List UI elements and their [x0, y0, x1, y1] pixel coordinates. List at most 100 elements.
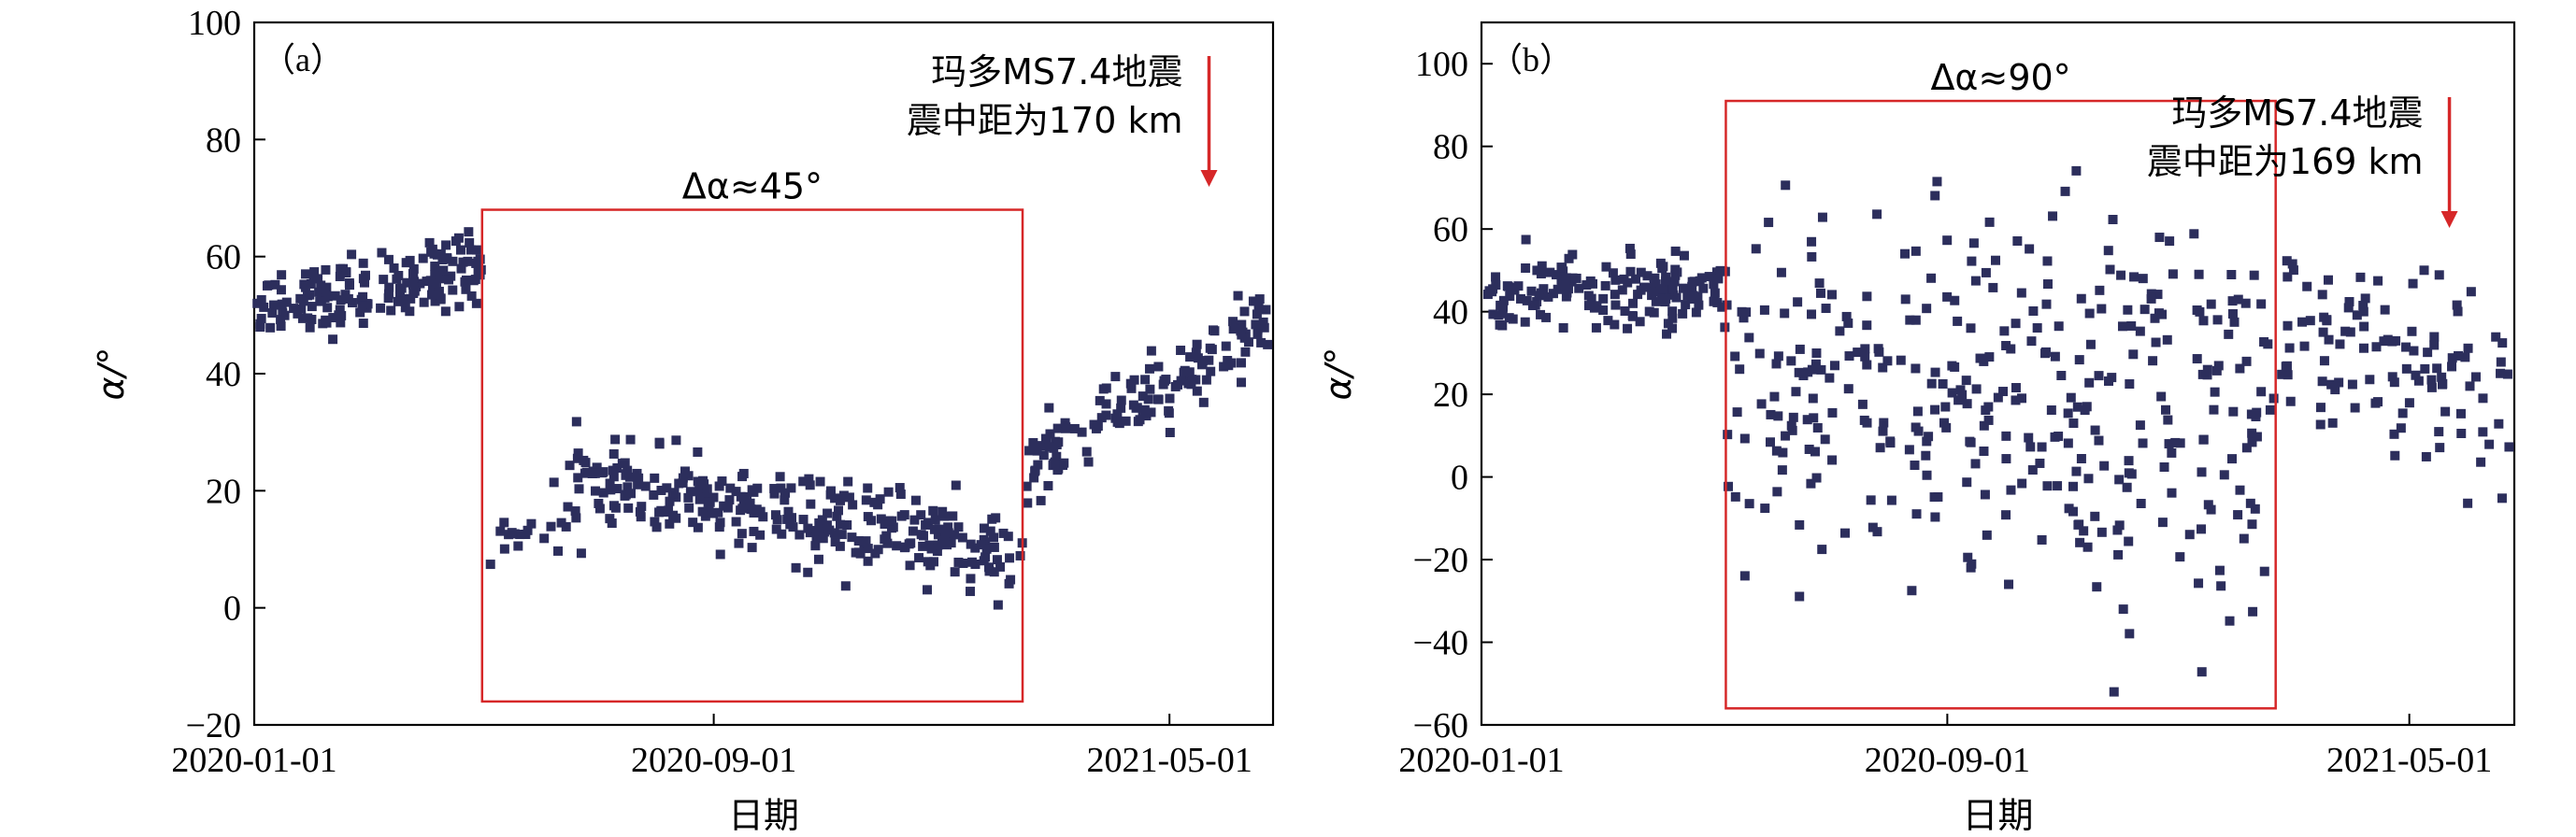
- data-point: [2434, 427, 2444, 437]
- data-point: [2373, 276, 2383, 286]
- data-point: [468, 276, 479, 286]
- panel-label: （a）: [262, 41, 344, 78]
- data-point: [895, 489, 906, 500]
- data-point: [556, 518, 566, 528]
- data-point: [1922, 470, 1932, 480]
- data-point: [1603, 316, 1613, 326]
- data-point: [466, 291, 477, 301]
- data-point: [1844, 351, 1854, 362]
- data-point: [2167, 488, 2177, 498]
- data-point: [2214, 565, 2225, 575]
- data-point: [1237, 377, 1247, 388]
- data-point: [1942, 291, 1953, 302]
- data-point: [624, 472, 635, 482]
- data-point: [1201, 375, 1211, 385]
- data-point: [842, 520, 852, 531]
- data-point: [2315, 403, 2326, 413]
- data-point: [1786, 420, 1796, 431]
- data-point: [608, 465, 618, 475]
- data-point: [1983, 402, 1994, 412]
- data-point: [330, 291, 340, 301]
- data-point: [2299, 341, 2310, 351]
- data-point: [2365, 375, 2375, 385]
- data-point: [859, 543, 869, 553]
- data-point: [269, 300, 279, 310]
- data-point: [933, 540, 943, 550]
- data-point: [2112, 525, 2123, 535]
- data-point: [2315, 419, 2326, 430]
- data-point: [1655, 258, 1666, 268]
- data-point: [394, 290, 405, 300]
- data-point: [376, 303, 386, 313]
- data-point: [966, 539, 976, 549]
- data-point: [752, 483, 763, 493]
- data-point: [671, 435, 681, 446]
- data-point: [1197, 356, 1208, 366]
- data-point: [267, 307, 278, 318]
- data-point: [758, 512, 768, 522]
- data-point: [1044, 442, 1054, 452]
- data-point: [1769, 391, 1780, 402]
- data-point: [1560, 282, 1570, 292]
- data-point: [1827, 407, 1838, 418]
- data-point: [471, 298, 481, 308]
- data-point: [1698, 283, 1709, 293]
- data-point: [1192, 386, 1202, 396]
- data-point: [1003, 532, 1013, 542]
- data-point: [1781, 431, 1791, 441]
- data-point: [472, 245, 482, 255]
- data-point: [2025, 442, 2036, 452]
- data-point: [1806, 478, 1816, 489]
- data-point: [431, 278, 441, 289]
- data-point: [277, 270, 287, 280]
- data-point: [1771, 359, 1782, 369]
- data-point: [2066, 392, 2076, 403]
- data-point: [1885, 438, 1896, 448]
- data-point: [2189, 229, 2199, 239]
- data-point: [811, 526, 822, 536]
- data-point: [697, 506, 708, 517]
- data-point: [777, 529, 787, 539]
- data-point: [297, 313, 308, 323]
- data-point: [355, 307, 365, 318]
- data-point: [2397, 408, 2408, 418]
- data-point: [293, 308, 303, 319]
- data-point: [2040, 348, 2051, 359]
- data-point: [2408, 278, 2418, 289]
- data-point: [2154, 308, 2164, 319]
- data-point: [1258, 317, 1268, 327]
- data-point: [1930, 367, 1940, 377]
- data-point: [2135, 420, 2145, 431]
- data-point: [1044, 403, 1054, 413]
- data-point: [2470, 372, 2481, 382]
- data-point: [2233, 510, 2243, 520]
- data-point: [921, 519, 931, 530]
- data-point: [714, 481, 724, 491]
- data-point: [825, 489, 836, 500]
- data-point: [299, 279, 309, 290]
- data-point: [884, 516, 894, 526]
- data-point: [1126, 383, 1137, 393]
- data-point: [1991, 255, 2001, 265]
- data-point: [335, 271, 345, 281]
- data-point: [1240, 347, 1251, 357]
- data-point: [2011, 395, 2021, 405]
- data-point: [383, 254, 394, 264]
- data-point: [2068, 506, 2078, 517]
- data-point: [1610, 290, 1620, 300]
- data-point: [549, 477, 559, 488]
- data-point: [830, 537, 840, 547]
- data-point: [1687, 277, 1697, 287]
- data-point: [957, 532, 967, 543]
- data-point: [256, 313, 266, 323]
- data-point: [1081, 447, 1092, 457]
- data-point: [2124, 456, 2134, 466]
- data-point: [1624, 243, 1635, 253]
- data-point: [1886, 495, 1896, 505]
- data-point: [305, 322, 315, 333]
- data-point: [573, 448, 583, 459]
- data-point: [1879, 418, 1889, 428]
- data-point: [654, 437, 665, 447]
- data-point: [2318, 327, 2328, 337]
- data-point: [1252, 329, 1263, 339]
